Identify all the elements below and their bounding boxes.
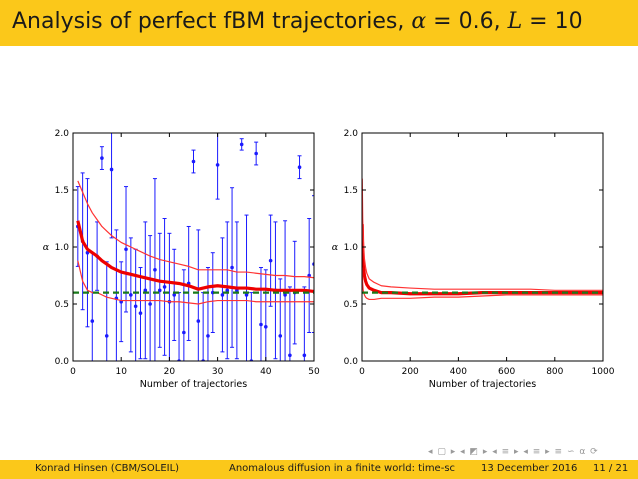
left-x-axis-label: Number of trajectories xyxy=(140,379,247,390)
right-y-tick-label: 0.5 xyxy=(344,300,358,310)
left-data-point xyxy=(283,293,287,297)
left-y-tick-label: 1.0 xyxy=(55,243,70,253)
left-lower-bound-line xyxy=(77,260,314,305)
left-data-point xyxy=(133,304,138,309)
left-data-point xyxy=(124,247,128,252)
right-x-tick-label: 800 xyxy=(546,367,563,377)
left-x-tick-label: 0 xyxy=(70,367,76,377)
left-x-tick-label: 50 xyxy=(308,367,320,377)
title-alpha-value: = 0.6, xyxy=(426,9,508,34)
right-running-mean-line xyxy=(362,224,603,296)
left-x-tick-label: 10 xyxy=(115,367,127,377)
left-data-point xyxy=(90,319,95,323)
left-data-point xyxy=(191,159,196,164)
charts-area: 0 10 20 30 40 50 0.0 0.5 1.0 1.5 2.0 Number of traj… xyxy=(43,129,615,390)
title-prefix: Analysis of perfect fBM trajectories, xyxy=(12,9,412,34)
footer-date: 13 December 2016 xyxy=(481,463,578,474)
left-data-point xyxy=(254,151,258,156)
left-data-point xyxy=(259,322,263,327)
left-data-point xyxy=(307,273,311,278)
left-data-point xyxy=(264,325,268,329)
left-data-point xyxy=(143,288,148,293)
left-y-tick-label: 2.0 xyxy=(55,129,70,139)
right-y-axis-label: α xyxy=(332,242,339,253)
left-plot-area xyxy=(73,133,314,361)
left-x-tick-label: 30 xyxy=(212,367,224,377)
footer-page-number: 11 / 21 xyxy=(593,463,629,474)
left-data-point xyxy=(239,142,244,147)
left-y-tick-label: 0.5 xyxy=(55,300,69,310)
footer-author: Konrad Hinsen (CBM/SOLEIL) xyxy=(35,463,180,474)
left-data-point xyxy=(162,285,167,289)
right-x-axis-label: Number of trajectories xyxy=(429,379,536,390)
left-data-point xyxy=(172,293,177,297)
left-data-point xyxy=(157,288,162,293)
right-x-tick-label: 1000 xyxy=(592,367,615,377)
title-alpha-symbol: α xyxy=(411,9,427,34)
left-data-point xyxy=(302,353,307,358)
left-data-point xyxy=(196,319,201,323)
title-bar: Analysis of perfect fBM trajectories, α … xyxy=(0,0,638,46)
beamer-navigation[interactable]: ◂ ▢ ▸ ◂ ◩ ▸ ◂ ≡ ▸ ◂ ≡ ▸ ≡ ∽ α ⟳ xyxy=(428,447,599,457)
footer-talk-title: Anomalous diffusion in a finite world: t… xyxy=(229,463,456,474)
right-x-tick-label: 200 xyxy=(402,367,419,377)
right-y-tick-label: 1.0 xyxy=(344,243,359,253)
left-data-point xyxy=(206,334,210,338)
left-data-point xyxy=(288,353,292,358)
right-plot-area xyxy=(362,178,603,301)
left-data-point xyxy=(153,268,157,272)
left-data-point xyxy=(182,330,186,335)
title-l-symbol: L xyxy=(507,9,523,34)
right-axes-frame xyxy=(361,132,604,362)
left-data-point xyxy=(220,293,225,297)
right-lower-bound-line xyxy=(362,267,603,301)
left-data-point xyxy=(100,156,104,160)
left-x-tick-label: 20 xyxy=(164,367,176,377)
footer-bar: Konrad Hinsen (CBM/SOLEIL) Anomalous dif… xyxy=(0,460,638,479)
left-data-point xyxy=(268,258,273,263)
right-x-tick-label: 600 xyxy=(498,367,515,377)
slide-title: Analysis of perfect fBM trajectories, α … xyxy=(12,9,583,34)
left-x-tick-label: 40 xyxy=(260,367,272,377)
right-y-tick-label: 2.0 xyxy=(344,129,359,139)
left-data-point xyxy=(278,334,283,338)
title-l-value: = 10 xyxy=(522,9,583,34)
left-data-point xyxy=(297,165,302,169)
left-data-point xyxy=(244,293,249,297)
left-data-point xyxy=(104,334,109,338)
right-y-tick-label: 0.0 xyxy=(344,357,359,367)
left-upper-bound-line xyxy=(77,180,314,279)
left-y-tick-label: 0.0 xyxy=(55,357,70,367)
left-data-point xyxy=(148,302,152,306)
left-y-axis-label: α xyxy=(43,242,50,253)
left-data-point xyxy=(215,163,220,167)
right-x-tick-label: 400 xyxy=(450,367,467,377)
left-running-mean-line xyxy=(76,220,314,294)
left-data-point xyxy=(230,265,234,270)
right-x-tick-label: 0 xyxy=(359,367,365,377)
right-upper-bound-line xyxy=(362,178,603,291)
left-data-point xyxy=(138,311,143,315)
right-y-tick-label: 1.5 xyxy=(344,186,358,196)
left-data-point xyxy=(129,293,133,297)
left-data-point xyxy=(109,167,114,172)
left-data-point xyxy=(225,288,230,293)
left-y-tick-label: 1.5 xyxy=(55,186,69,196)
